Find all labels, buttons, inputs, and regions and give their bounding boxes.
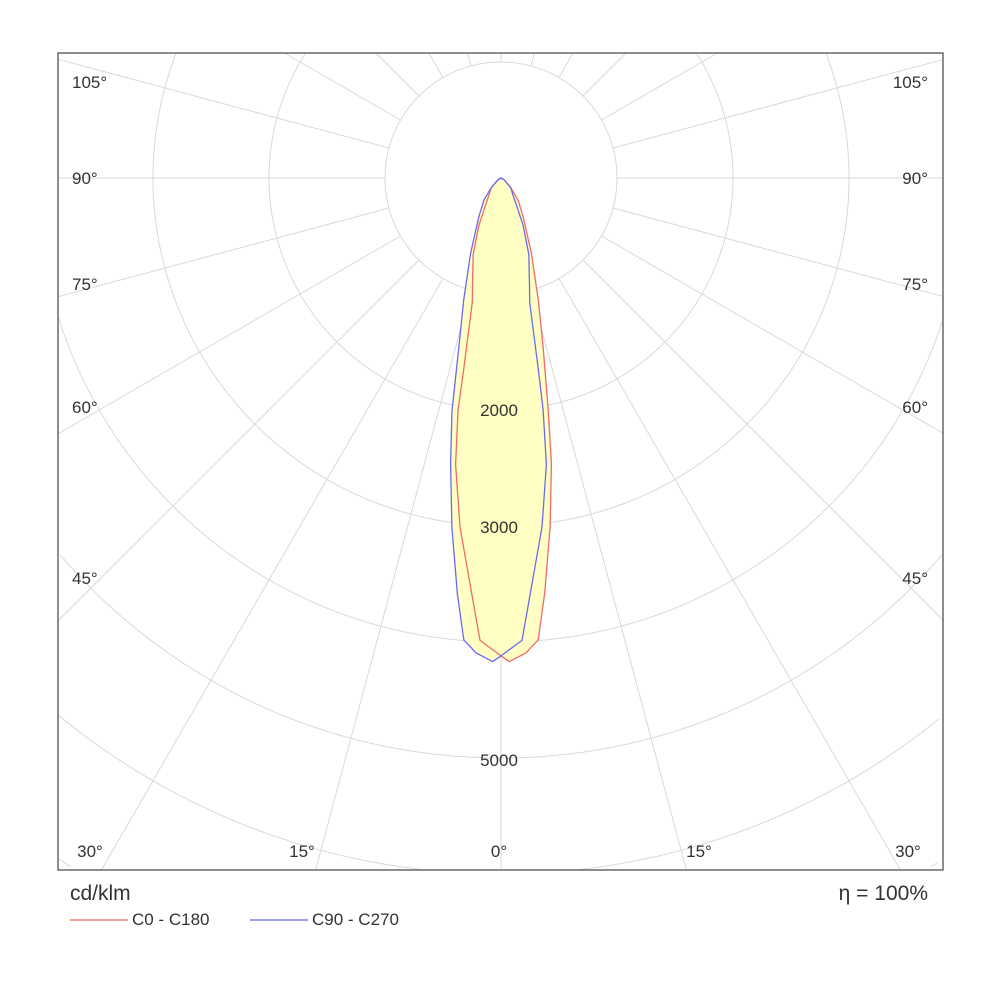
grid-spoke bbox=[57, 207, 390, 298]
grid-spoke bbox=[558, 278, 901, 871]
radial-tick-label: 5000 bbox=[480, 751, 518, 770]
grid-spoke bbox=[530, 289, 687, 871]
unit-label: cd/klm bbox=[70, 882, 131, 905]
angle-label-left: 60° bbox=[72, 398, 98, 417]
radial-tick-label: 3000 bbox=[480, 518, 518, 537]
legend-swatch-blue bbox=[250, 919, 308, 921]
grid-spoke bbox=[582, 259, 944, 621]
grid-ring bbox=[58, 858, 938, 868]
angle-label-bottom: 15° bbox=[686, 842, 712, 861]
grid-spoke bbox=[612, 59, 944, 149]
grid-spoke bbox=[582, 52, 627, 97]
grid-spoke bbox=[601, 52, 718, 121]
angle-label-bottom: 30° bbox=[895, 842, 921, 861]
grid-spoke bbox=[467, 52, 472, 67]
curves bbox=[449, 177, 553, 663]
angle-label-right: 105° bbox=[893, 73, 928, 92]
curve-fill bbox=[450, 178, 547, 662]
grid-spoke bbox=[101, 278, 444, 871]
grid-spoke bbox=[428, 52, 444, 78]
angle-label-right: 75° bbox=[902, 275, 928, 294]
grid-spoke bbox=[612, 207, 944, 297]
grid-spoke bbox=[375, 52, 420, 97]
grid-ring bbox=[152, 53, 850, 527]
angle-label-right: 60° bbox=[902, 398, 928, 417]
angle-label-bottom: 30° bbox=[77, 842, 103, 861]
angle-label-left: 90° bbox=[72, 169, 98, 188]
grid-spoke bbox=[57, 58, 390, 149]
axis-labels: 2000 3000 5000 105° 90° 75° 60° 45° 105° 90° 75° 60… bbox=[72, 73, 928, 861]
grid-spoke bbox=[601, 235, 944, 434]
angle-label-left: 75° bbox=[72, 275, 98, 294]
legend-label: C0 - C180 bbox=[132, 910, 210, 929]
series-line-1 bbox=[449, 177, 548, 663]
efficiency-label: η = 100% bbox=[838, 882, 928, 905]
angle-label-bottom: 15° bbox=[289, 842, 315, 861]
grid-spoke bbox=[530, 52, 535, 67]
grid-spoke bbox=[315, 289, 472, 871]
legend-label: C90 - C270 bbox=[312, 910, 399, 929]
angle-label-bottom: 0° bbox=[491, 842, 507, 861]
plot-frame bbox=[57, 52, 944, 871]
angle-label-left: 105° bbox=[72, 73, 107, 92]
grid-spoke bbox=[57, 235, 401, 435]
angle-label-right: 45° bbox=[902, 569, 928, 588]
grid-ring bbox=[57, 714, 940, 870]
legend-item-c0-c180: C0 - C180 bbox=[70, 910, 209, 930]
grid-spoke bbox=[57, 259, 420, 622]
legend-swatch-red bbox=[70, 919, 128, 921]
grid-ring bbox=[59, 554, 943, 759]
angle-label-right: 90° bbox=[902, 169, 928, 188]
grid-spoke bbox=[558, 52, 574, 78]
legend-item-c90-c270: C90 - C270 bbox=[250, 910, 399, 930]
grid-spoke bbox=[284, 52, 401, 121]
radial-tick-label: 2000 bbox=[480, 401, 518, 420]
grid-ring bbox=[268, 53, 734, 411]
angle-label-left: 45° bbox=[72, 569, 98, 588]
